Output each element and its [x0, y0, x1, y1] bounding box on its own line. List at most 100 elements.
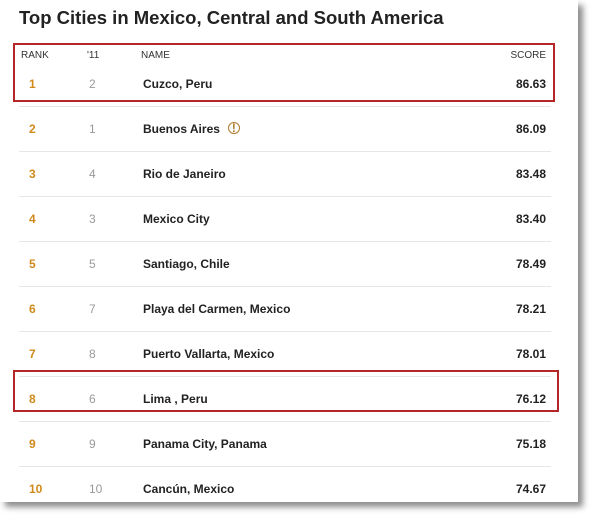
- rank-cell-text: 6: [29, 302, 36, 316]
- previous-rank-cell-text: 1: [89, 122, 96, 136]
- city-name-cell[interactable]: Santiago, Chile: [143, 257, 230, 271]
- score-cell: 74.67: [516, 482, 546, 496]
- score-cell-text: 78.49: [515, 257, 546, 271]
- previous-rank-cell-text: 4: [89, 167, 96, 181]
- score-cell-text: 76.12: [515, 392, 546, 406]
- table-header: RANK '11 NAME SCORE: [19, 48, 551, 66]
- rank-cell: 7: [29, 347, 36, 361]
- rank-cell: 9: [29, 437, 36, 451]
- table-row: 10 10 Cancún, Mexico 74.67: [19, 467, 551, 502]
- city-name-cell[interactable]: Mexico City: [143, 212, 210, 226]
- column-header-score: SCORE: [510, 50, 546, 61]
- score-cell-text: 78.01: [515, 347, 546, 361]
- ranking-table: 1 2 Cuzco, Peru 86.63 2 1 Buenos Aires! 86.09 3 4…: [19, 62, 551, 502]
- table-row: 8 6 Lima , Peru 76.12: [19, 377, 551, 422]
- ranking-panel: Top Cities in Mexico, Central and South …: [13, 0, 578, 502]
- score-cell: 75.18: [516, 437, 546, 451]
- score-cell: 83.40: [516, 212, 546, 226]
- city-name-cell[interactable]: Puerto Vallarta, Mexico: [143, 347, 274, 361]
- previous-rank-cell: 7: [89, 302, 96, 316]
- previous-rank-cell: 8: [89, 347, 96, 361]
- rank-cell: 8: [29, 392, 36, 406]
- city-name-cell[interactable]: Buenos Aires!: [143, 122, 240, 136]
- score-cell: 83.48: [516, 167, 546, 181]
- table-row: 3 4 Rio de Janeiro 83.48: [19, 152, 551, 197]
- city-name-cell-text: Cancún, Mexico: [143, 482, 235, 496]
- score-cell-text: 86.09: [515, 122, 546, 136]
- torn-edge-right: [568, 0, 578, 502]
- rank-cell-text: 9: [29, 437, 36, 451]
- highlight-box-cuzco: [13, 43, 555, 102]
- score-cell: 78.01: [516, 347, 546, 361]
- column-header-rank: RANK: [21, 50, 49, 61]
- score-cell-text: 83.48: [515, 167, 546, 181]
- previous-rank-cell: 4: [89, 167, 96, 181]
- city-name-cell[interactable]: Cuzco, Peru: [143, 77, 212, 91]
- previous-rank-cell-text: 8: [89, 347, 96, 361]
- city-name-cell[interactable]: Lima , Peru: [143, 392, 208, 406]
- city-name-cell-text: Santiago, Chile: [143, 257, 230, 271]
- previous-rank-cell: 3: [89, 212, 96, 226]
- previous-rank-cell: 1: [89, 122, 96, 136]
- rank-cell-text: 2: [29, 122, 36, 136]
- score-cell-text: 83.40: [515, 212, 546, 226]
- rank-cell: 2: [29, 122, 36, 136]
- city-name-cell-text: Panama City, Panama: [143, 437, 267, 451]
- score-cell: 78.49: [516, 257, 546, 271]
- previous-rank-cell-text: 3: [89, 212, 96, 226]
- score-cell: 86.09: [516, 122, 546, 136]
- previous-rank-cell-text: 6: [89, 392, 96, 406]
- city-name-cell[interactable]: Rio de Janeiro: [143, 167, 226, 181]
- city-name-cell-text: Buenos Aires: [143, 122, 220, 136]
- rank-cell-text: 8: [29, 392, 36, 406]
- rank-cell-text: 4: [29, 212, 36, 226]
- rank-cell-text: 3: [29, 167, 36, 181]
- city-name-cell[interactable]: Cancún, Mexico: [143, 482, 234, 496]
- city-name-cell-text: Mexico City: [143, 212, 210, 226]
- score-cell: 78.21: [516, 302, 546, 316]
- previous-rank-cell-text: 9: [89, 437, 96, 451]
- score-cell: 76.12: [516, 392, 546, 406]
- rank-cell-text: 1: [29, 77, 36, 91]
- rank-cell: 5: [29, 257, 36, 271]
- info-circle-icon[interactable]: !: [227, 122, 240, 134]
- previous-rank-cell: 6: [89, 392, 96, 406]
- previous-rank-cell: 10: [89, 482, 102, 496]
- score-cell-text: 75.18: [515, 437, 546, 451]
- column-header-name: NAME: [141, 50, 170, 61]
- page-title: Top Cities in Mexico, Central and South …: [19, 7, 444, 28]
- table-row: 2 1 Buenos Aires! 86.09: [19, 107, 551, 152]
- table-row: 7 8 Puerto Vallarta, Mexico 78.01: [19, 332, 551, 377]
- rank-cell: 6: [29, 302, 36, 316]
- highlight-box-lima: [13, 370, 559, 412]
- table-row: 1 2 Cuzco, Peru 86.63: [19, 62, 551, 107]
- city-name-cell[interactable]: Panama City, Panama: [143, 437, 267, 451]
- city-name-cell-text: Lima , Peru: [143, 392, 208, 406]
- previous-rank-cell-text: 5: [89, 257, 96, 271]
- rank-cell-text: 10: [29, 482, 43, 496]
- previous-rank-cell-text: 2: [89, 77, 96, 91]
- score-cell-text: 74.67: [515, 482, 546, 496]
- table-row: 9 9 Panama City, Panama 75.18: [19, 422, 551, 467]
- score-cell-text: 78.21: [515, 302, 546, 316]
- rank-cell: 10: [29, 482, 42, 496]
- column-header-previous-year: '11: [87, 50, 100, 61]
- city-name-cell-text: Cuzco, Peru: [143, 77, 213, 91]
- score-cell: 86.63: [516, 77, 546, 91]
- rank-cell: 4: [29, 212, 36, 226]
- previous-rank-cell-text: 7: [89, 302, 96, 316]
- city-name-cell-text: Rio de Janeiro: [143, 167, 226, 181]
- previous-rank-cell: 9: [89, 437, 96, 451]
- previous-rank-cell-text: 10: [89, 482, 103, 496]
- city-name-cell[interactable]: Playa del Carmen, Mexico: [143, 302, 290, 316]
- table-row: 4 3 Mexico City 83.40: [19, 197, 551, 242]
- previous-rank-cell: 2: [89, 77, 96, 91]
- table-row: 5 5 Santiago, Chile 78.49: [19, 242, 551, 287]
- score-cell-text: 86.63: [515, 77, 546, 91]
- rank-cell-text: 5: [29, 257, 36, 271]
- rank-cell: 3: [29, 167, 36, 181]
- city-name-cell-text: Playa del Carmen, Mexico: [143, 302, 291, 316]
- rank-cell: 1: [29, 77, 36, 91]
- previous-rank-cell: 5: [89, 257, 96, 271]
- city-name-cell-text: Puerto Vallarta, Mexico: [143, 347, 275, 361]
